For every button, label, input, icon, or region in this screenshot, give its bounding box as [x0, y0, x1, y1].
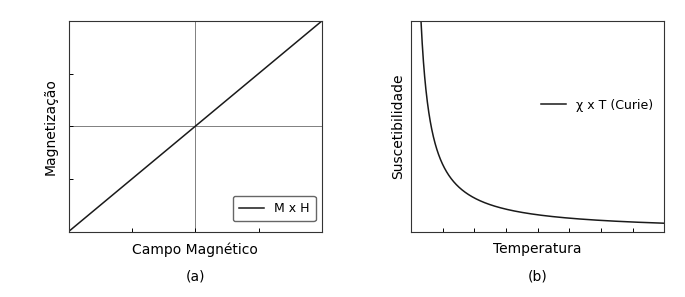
χ x T (Curie): [660, 222, 669, 225]
χ x T (Curie): [442, 169, 450, 172]
χ x T (Curie): [524, 212, 532, 215]
M x H: [215, 104, 223, 108]
M x H: [65, 229, 73, 233]
M x H: [64, 230, 73, 233]
X-axis label: Campo Magnético: Campo Magnético: [132, 242, 258, 257]
χ x T (Curie): [417, 19, 425, 23]
M x H: [295, 39, 303, 42]
M x H: [278, 52, 286, 56]
χ x T (Curie): [515, 210, 523, 214]
M x H: [220, 101, 228, 104]
Line: M x H: M x H: [68, 21, 322, 232]
Text: (b): (b): [527, 270, 547, 284]
Line: χ x T (Curie): χ x T (Curie): [421, 21, 664, 223]
χ x T (Curie): [611, 219, 619, 223]
Legend: M x H: M x H: [233, 196, 316, 221]
Legend: χ x T (Curie): χ x T (Curie): [536, 94, 658, 117]
X-axis label: Temperatura: Temperatura: [493, 242, 582, 256]
Y-axis label: Suscetibilidade: Suscetibilidade: [391, 73, 406, 179]
M x H: [318, 19, 326, 23]
Y-axis label: Magnetização: Magnetização: [44, 78, 58, 175]
χ x T (Curie): [584, 218, 593, 221]
Text: (a): (a): [186, 270, 205, 284]
M x H: [214, 105, 223, 109]
χ x T (Curie): [607, 219, 615, 223]
